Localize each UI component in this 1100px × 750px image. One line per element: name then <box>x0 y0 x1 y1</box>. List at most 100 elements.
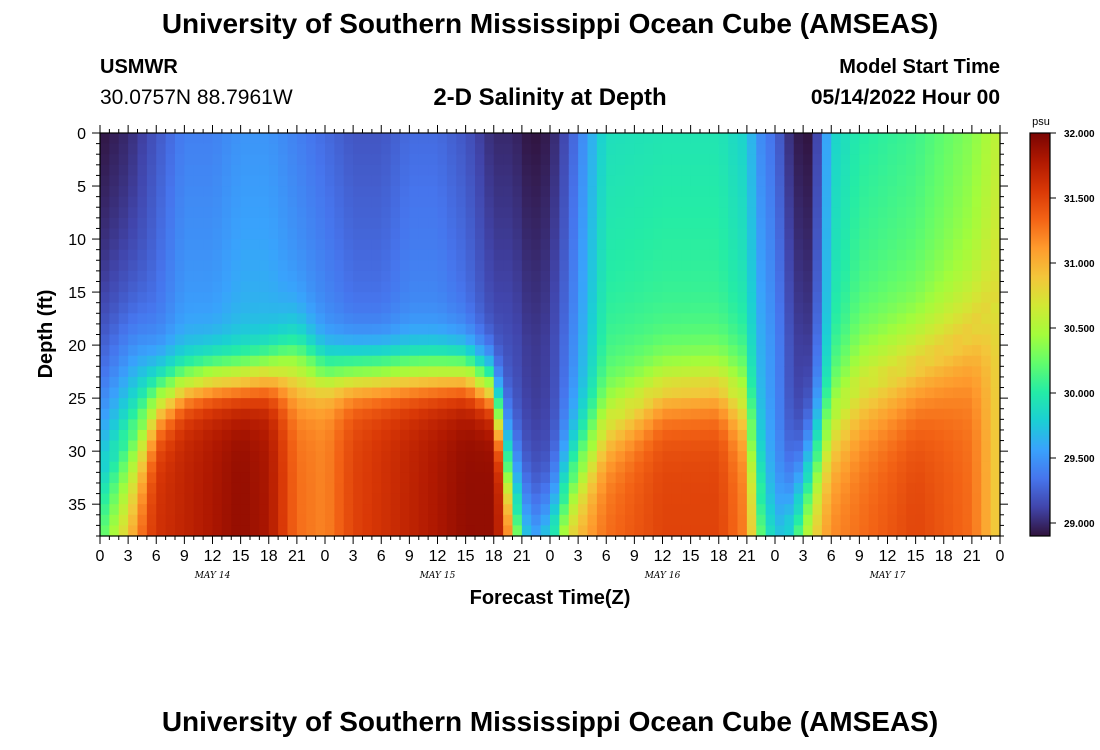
heatmap-cell <box>756 260 767 272</box>
heatmap-cell <box>493 207 504 219</box>
heatmap-cell <box>118 281 129 293</box>
heatmap-cell <box>718 366 729 378</box>
heatmap-cell <box>990 249 1001 261</box>
heatmap-cell <box>250 323 260 336</box>
heatmap-cell <box>906 440 917 452</box>
heatmap-cell <box>559 451 570 463</box>
heatmap-cell <box>793 451 804 463</box>
heatmap-cell <box>446 175 457 187</box>
heatmap-cell <box>625 143 635 155</box>
heatmap-cell <box>268 514 279 526</box>
heatmap-cell <box>409 376 420 389</box>
heatmap-cell <box>812 217 823 230</box>
heatmap-cell <box>353 387 364 399</box>
heatmap-cell <box>765 292 776 304</box>
heatmap-cell <box>634 345 645 357</box>
heatmap-cell <box>765 260 776 272</box>
heatmap-cell <box>493 461 504 473</box>
heatmap-cell <box>578 440 589 452</box>
heatmap-cell <box>737 440 748 452</box>
heatmap-cell <box>353 504 364 516</box>
heatmap-cell <box>390 504 401 516</box>
heatmap-cell <box>634 270 645 283</box>
heatmap-cell <box>371 196 382 208</box>
heatmap-cell <box>231 408 242 420</box>
heatmap-cell <box>596 334 607 346</box>
heatmap-cell <box>278 164 289 177</box>
heatmap-cell <box>559 260 570 272</box>
heatmap-cell <box>231 323 242 336</box>
heatmap-cell <box>634 334 645 346</box>
heatmap-cell <box>550 239 560 251</box>
heatmap-cell <box>315 451 326 463</box>
heatmap-cell <box>625 514 635 526</box>
heatmap-cell <box>334 451 345 463</box>
heatmap-cell <box>484 196 495 208</box>
heatmap-cell <box>418 313 429 325</box>
heatmap-cell <box>409 408 420 420</box>
heatmap-cell <box>925 366 935 378</box>
heatmap-cell <box>840 154 851 166</box>
heatmap-cell <box>437 207 448 219</box>
heatmap-cell <box>596 207 607 219</box>
heatmap-cell <box>390 196 401 208</box>
heatmap-cell <box>906 366 917 378</box>
heatmap-cell <box>231 217 242 230</box>
heatmap-cell <box>100 239 110 251</box>
heatmap-cell <box>681 461 692 473</box>
heatmap-cell <box>887 472 898 484</box>
heatmap-cell <box>990 228 1001 240</box>
heatmap-cell <box>221 461 232 473</box>
heatmap-cell <box>390 323 401 336</box>
heatmap-cell <box>531 196 542 208</box>
heatmap-cell <box>943 143 954 155</box>
heatmap-cell <box>596 355 607 367</box>
heatmap-cell <box>596 504 607 516</box>
heatmap-cell <box>943 525 954 537</box>
heatmap-cell <box>409 525 420 537</box>
heatmap-cell <box>896 175 907 187</box>
heatmap-cell <box>250 302 260 314</box>
heatmap-cell <box>531 323 542 336</box>
heatmap-cell <box>287 186 298 198</box>
heatmap-cell <box>156 313 167 325</box>
heatmap-cell <box>887 504 898 516</box>
heatmap-cell <box>700 313 710 325</box>
heatmap-cell <box>784 260 795 272</box>
colorbar-tick-label: 30.000 <box>1064 389 1095 400</box>
heatmap-cell <box>315 493 326 505</box>
heatmap-cell <box>981 186 992 198</box>
heatmap-cell <box>990 164 1001 177</box>
heatmap-cell <box>193 313 204 325</box>
heatmap-cell <box>596 408 607 420</box>
heatmap-cell <box>784 133 795 145</box>
heatmap-cell <box>381 482 392 495</box>
heatmap-cell <box>250 451 260 463</box>
heatmap-cell <box>484 228 495 240</box>
heatmap-cell <box>775 514 785 526</box>
heatmap-cell <box>615 376 626 389</box>
heatmap-cell <box>728 196 739 208</box>
heatmap-cell <box>662 260 673 272</box>
heatmap-cell <box>775 249 785 261</box>
heatmap-cell <box>156 228 167 240</box>
heatmap-cell <box>109 133 120 145</box>
heatmap-cell <box>240 292 251 304</box>
heatmap-cell <box>137 355 148 367</box>
heatmap-cell <box>803 143 814 155</box>
heatmap-cell <box>175 345 185 357</box>
heatmap-cell <box>681 355 692 367</box>
heatmap-cell <box>887 419 898 431</box>
heatmap-cell <box>840 387 851 399</box>
heatmap-cell <box>343 376 354 389</box>
heatmap-cell <box>128 387 139 399</box>
heatmap-cell <box>175 175 185 187</box>
heatmap-cell <box>259 323 270 336</box>
heatmap-cell <box>137 313 148 325</box>
heatmap-cell <box>700 493 710 505</box>
heatmap-cell <box>643 461 654 473</box>
heatmap-cell <box>728 472 739 484</box>
heatmap-cell <box>709 525 720 537</box>
heatmap-cell <box>990 504 1001 516</box>
heatmap-cell <box>184 334 195 346</box>
